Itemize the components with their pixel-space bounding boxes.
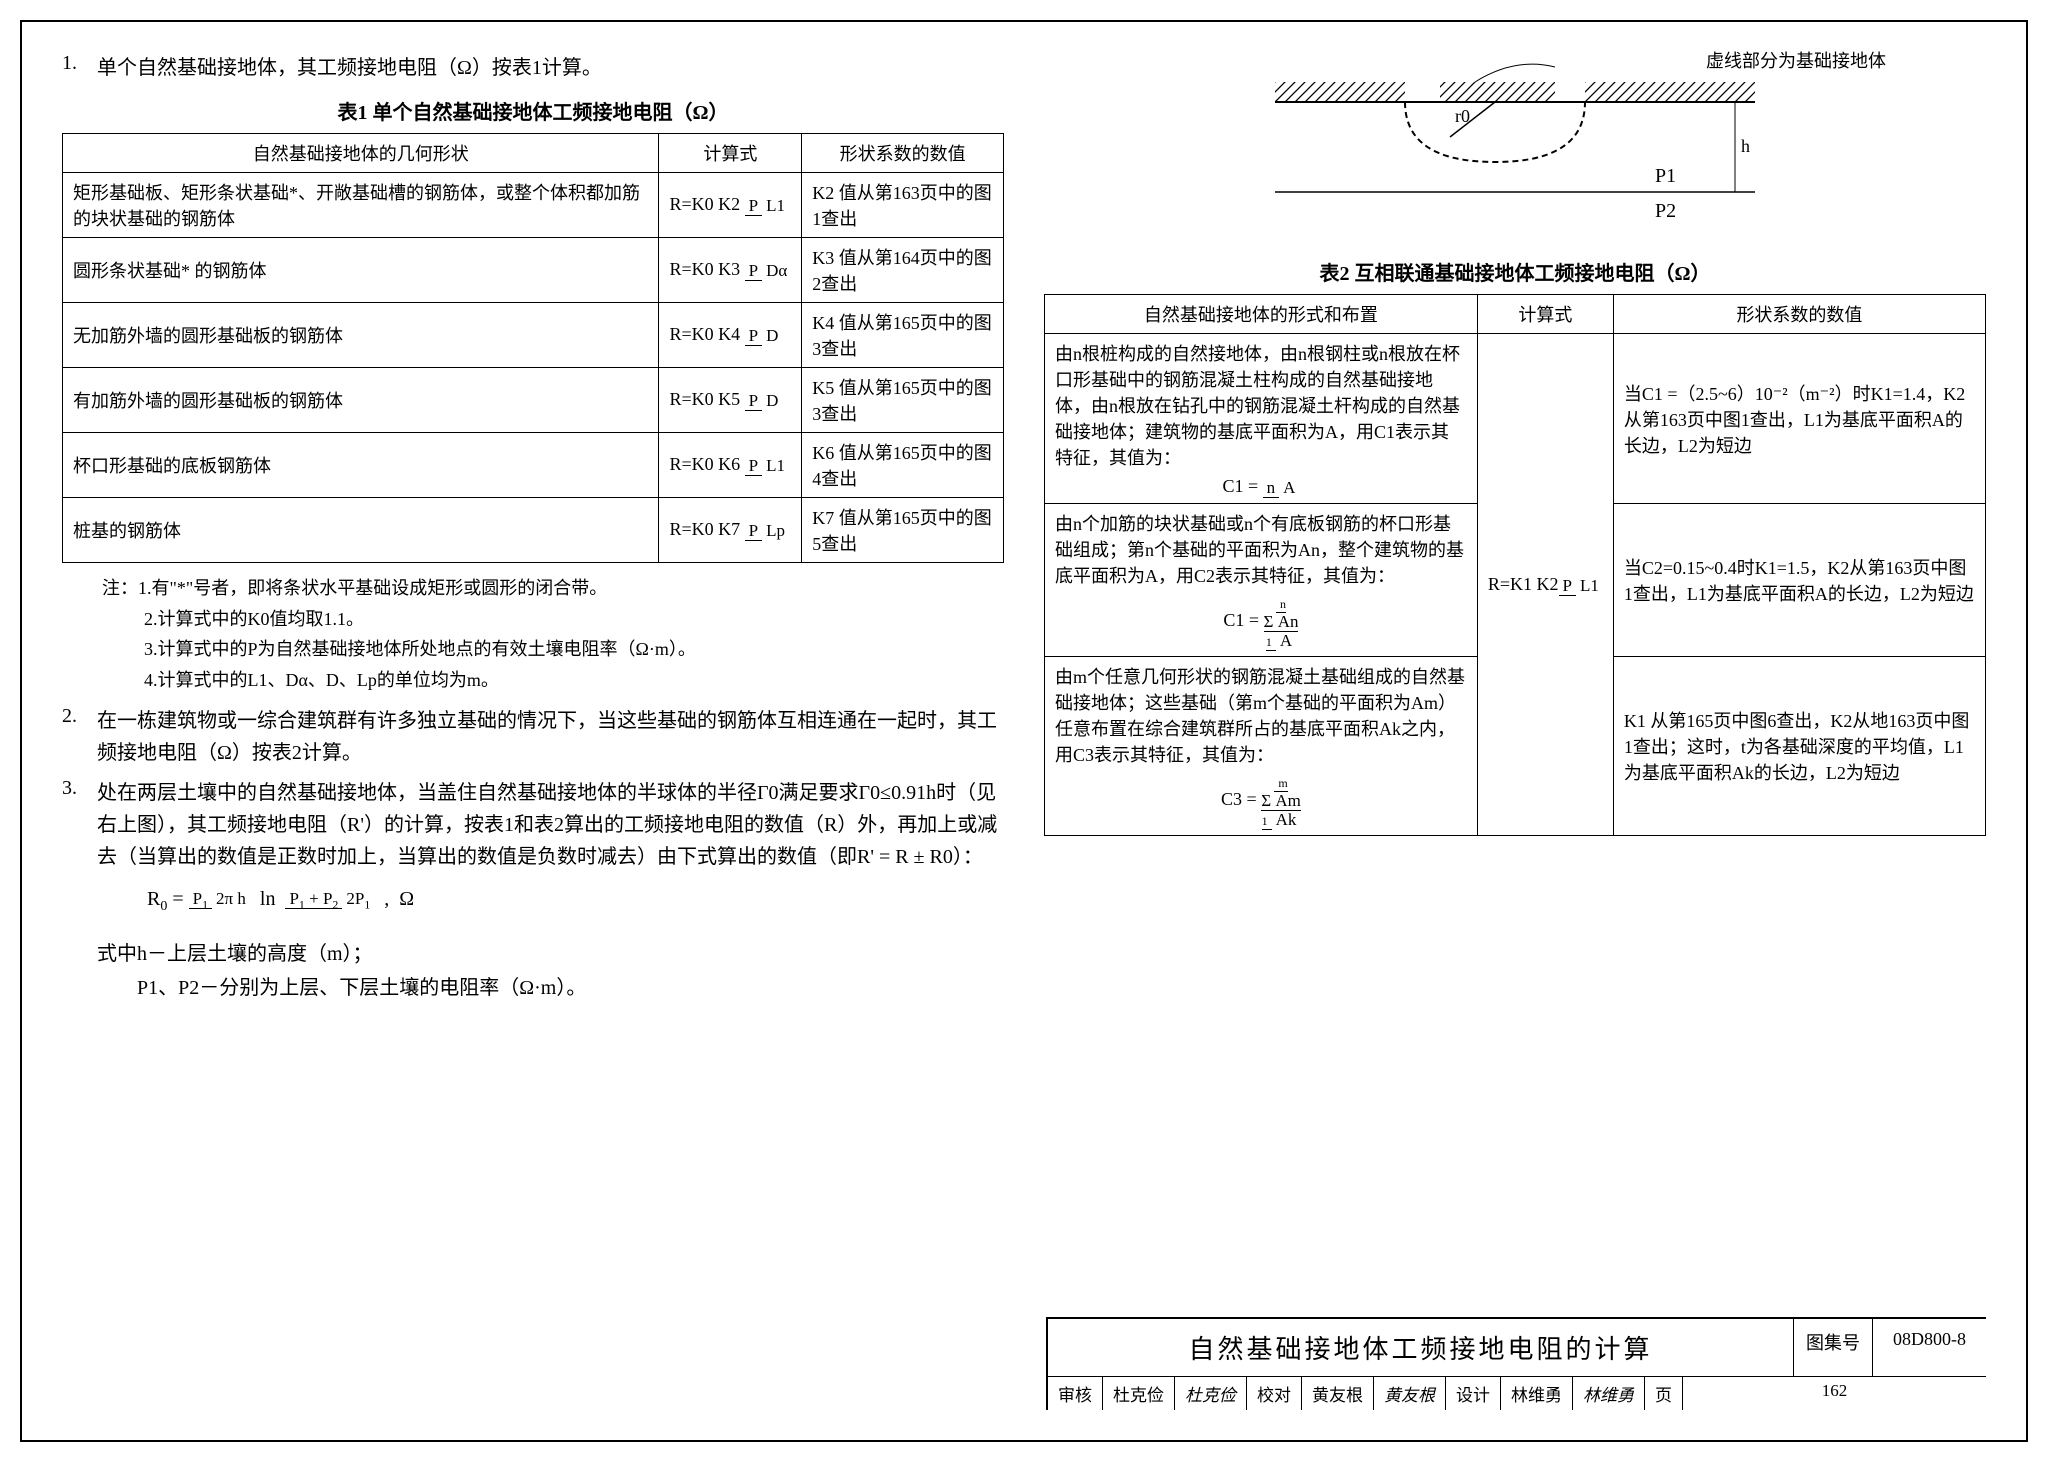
left-column: 1. 单个自然基础接地体，其工频接地电阻（Ω）按表1计算。 表1 单个自然基础接… — [62, 52, 1004, 1410]
design-signature: 林维勇 — [1573, 1377, 1645, 1410]
table2-header-row: 自然基础接地体的形式和布置 计算式 形状系数的数值 — [1045, 295, 1986, 334]
item-number: 3. — [62, 777, 97, 928]
diagram-h-label: h — [1741, 136, 1750, 156]
c-formula: C3 = mΣ Am1Ak — [1055, 773, 1467, 829]
item-text: 处在两层土壤中的自然基础接地体，当盖住自然基础接地体的半球体的半径Γ0满足要求Γ… — [97, 777, 1004, 928]
note-cell: K2 值从第163页中的图1查出 — [802, 173, 1004, 238]
page-number: 162 — [1683, 1377, 1986, 1410]
item-number: 1. — [62, 52, 97, 84]
soil-diagram: 虚线部分为基础接地体 r0 P1 P2 — [1044, 52, 1986, 237]
note-line: 4.计算式中的L1、Dα、D、Lp的单位均为m。 — [144, 665, 1004, 696]
drawing-title: 自然基础接地体工频接地电阻的计算 — [1048, 1319, 1794, 1376]
item-3: 3. 处在两层土壤中的自然基础接地体，当盖住自然基础接地体的半球体的半径Γ0满足… — [62, 777, 1004, 928]
item-1: 1. 单个自然基础接地体，其工频接地电阻（Ω）按表1计算。 — [62, 52, 1004, 84]
item3-line-h: 式中h－上层土壤的高度（m）； — [97, 937, 1004, 971]
diagram-caption: 虚线部分为基础接地体 — [1706, 47, 1886, 73]
table2-header: 形状系数的数值 — [1613, 295, 1985, 334]
desc-cell: 由n根桩构成的自然接地体，由n根钢柱或n根放在杯口形基础中的钢筋混凝土柱构成的自… — [1045, 334, 1478, 504]
review-name: 杜克俭 — [1103, 1377, 1175, 1410]
c-formula: C1 = nA — [1055, 476, 1467, 497]
r0-formula: R0 = P12π h ln P1 + P22P1 , Ω — [147, 883, 1004, 918]
note-cell: 当C1 =（2.5~6）10⁻²（m⁻²）时K1=1.4，K2从第163页中图1… — [1613, 334, 1985, 504]
table1-header: 自然基础接地体的几何形状 — [63, 134, 659, 173]
formula-cell: R=K0 K7 PLp — [659, 498, 802, 563]
note-cell: K5 值从第165页中的图3查出 — [802, 368, 1004, 433]
geom-cell: 有加筋外墙的圆形基础板的钢筋体 — [63, 368, 659, 433]
check-label: 校对 — [1247, 1377, 1302, 1410]
table1: 自然基础接地体的几何形状 计算式 形状系数的数值 矩形基础板、矩形条状基础*、开… — [62, 133, 1004, 563]
table1-header: 形状系数的数值 — [802, 134, 1004, 173]
title-block: 自然基础接地体工频接地电阻的计算 图集号 08D800-8 审核 杜克俭 杜克俭… — [1046, 1317, 1986, 1410]
table2-header: 计算式 — [1477, 295, 1613, 334]
table2-formula-cell: R=K1 K2PL1 — [1477, 334, 1613, 836]
check-signature: 黄友根 — [1374, 1377, 1446, 1410]
item-2: 2. 在一栋建筑物或一综合建筑群有许多独立基础的情况下，当这些基础的钢筋体互相连… — [62, 705, 1004, 769]
table-row: 圆形条状基础* 的钢筋体 R=K0 K3 PDα K3 值从第164页中的图2查… — [63, 238, 1004, 303]
content-columns: 1. 单个自然基础接地体，其工频接地电阻（Ω）按表1计算。 表1 单个自然基础接… — [62, 52, 1986, 1410]
note-cell: 当C2=0.15~0.4时K1=1.5，K2从第163页中图1查出，L1为基底平… — [1613, 504, 1985, 657]
table-row: 有加筋外墙的圆形基础板的钢筋体 R=K0 K5 PD K5 值从第165页中的图… — [63, 368, 1004, 433]
table2-header: 自然基础接地体的形式和布置 — [1045, 295, 1478, 334]
formula-cell: R=K0 K2 PL1 — [659, 173, 802, 238]
item-text: 在一栋建筑物或一综合建筑群有许多独立基础的情况下，当这些基础的钢筋体互相连通在一… — [97, 705, 1004, 769]
diagram-p1-label: P1 — [1655, 165, 1676, 187]
note-cell: K4 值从第165页中的图3查出 — [802, 303, 1004, 368]
formula-cell: R=K0 K5 PD — [659, 368, 802, 433]
note-cell: K3 值从第164页中的图2查出 — [802, 238, 1004, 303]
desc-cell: 由n个加筋的块状基础或n个有底板钢筋的杯口形基础组成；第n个基础的平面积为An，… — [1045, 504, 1478, 657]
table1-header-row: 自然基础接地体的几何形状 计算式 形状系数的数值 — [63, 134, 1004, 173]
note-line: 注：1.有"*"号者，即将条状水平基础设成矩形或圆形的闭合带。 — [102, 573, 1004, 604]
table-row: 桩基的钢筋体 R=K0 K7 PLp K7 值从第165页中的图5查出 — [63, 498, 1004, 563]
note-cell: K7 值从第165页中的图5查出 — [802, 498, 1004, 563]
diagram-r0-label: r0 — [1455, 106, 1470, 126]
geom-cell: 圆形条状基础* 的钢筋体 — [63, 238, 659, 303]
table-row: 杯口形基础的底板钢筋体 R=K0 K6 PL1 K6 值从第165页中的图4查出 — [63, 433, 1004, 498]
geom-cell: 杯口形基础的底板钢筋体 — [63, 433, 659, 498]
review-signature: 杜克俭 — [1175, 1377, 1247, 1410]
title-row-1: 自然基础接地体工频接地电阻的计算 图集号 08D800-8 — [1048, 1319, 1986, 1376]
check-name: 黄友根 — [1302, 1377, 1374, 1410]
table-row: 矩形基础板、矩形条状基础*、开敞基础槽的钢筋体，或整个体积都加筋的块状基础的钢筋… — [63, 173, 1004, 238]
diagram-svg: r0 P1 P2 h — [1255, 52, 1775, 232]
drawing-code: 图集号 08D800-8 — [1794, 1319, 1986, 1376]
formula-cell: R=K0 K3 PDα — [659, 238, 802, 303]
geom-cell: 无加筋外墙的圆形基础板的钢筋体 — [63, 303, 659, 368]
table1-title: 表1 单个自然基础接地体工频接地电阻（Ω） — [62, 96, 1004, 125]
page-frame: 1. 单个自然基础接地体，其工频接地电阻（Ω）按表1计算。 表1 单个自然基础接… — [20, 20, 2028, 1442]
title-row-2: 审核 杜克俭 杜克俭 校对 黄友根 黄友根 设计 林维勇 林维勇 页 162 — [1048, 1376, 1986, 1410]
c-formula: C1 = nΣ An1A — [1055, 594, 1467, 650]
right-column: 虚线部分为基础接地体 r0 P1 P2 — [1044, 52, 1986, 1410]
note-cell: K1 从第165页中图6查出，K2从地163页中图1查出；这时，t为各基础深度的… — [1613, 657, 1985, 836]
table1-header: 计算式 — [659, 134, 802, 173]
table-row: 无加筋外墙的圆形基础板的钢筋体 R=K0 K4 PD K4 值从第165页中的图… — [63, 303, 1004, 368]
review-label: 审核 — [1048, 1377, 1103, 1410]
item3-line-p: P1、P2－分别为上层、下层土壤的电阻率（Ω·m）。 — [137, 971, 1004, 1005]
table2: 自然基础接地体的形式和布置 计算式 形状系数的数值 由n根桩构成的自然接地体，由… — [1044, 294, 1986, 836]
note-cell: K6 值从第165页中的图4查出 — [802, 433, 1004, 498]
design-label: 设计 — [1446, 1377, 1501, 1410]
diagram-p2-label: P2 — [1655, 200, 1676, 222]
formula-cell: R=K0 K6 PL1 — [659, 433, 802, 498]
geom-cell: 矩形基础板、矩形条状基础*、开敞基础槽的钢筋体，或整个体积都加筋的块状基础的钢筋… — [63, 173, 659, 238]
design-name: 林维勇 — [1501, 1377, 1573, 1410]
desc-cell: 由m个任意几何形状的钢筋混凝土基础组成的自然基础接地体；这些基础（第m个基础的平… — [1045, 657, 1478, 836]
note-line: 2.计算式中的K0值均取1.1。 — [144, 604, 1004, 635]
item-text: 单个自然基础接地体，其工频接地电阻（Ω）按表1计算。 — [97, 52, 1004, 84]
table2-title: 表2 互相联通基础接地体工频接地电阻（Ω） — [1044, 257, 1986, 286]
code-value: 08D800-8 — [1873, 1319, 1986, 1376]
page-label: 页 — [1645, 1377, 1683, 1410]
item-number: 2. — [62, 705, 97, 769]
code-label: 图集号 — [1794, 1319, 1873, 1376]
note-line: 3.计算式中的P为自然基础接地体所处地点的有效土壤电阻率（Ω·m）。 — [144, 634, 1004, 665]
table-row: 由n根桩构成的自然接地体，由n根钢柱或n根放在杯口形基础中的钢筋混凝土柱构成的自… — [1045, 334, 1986, 504]
formula-cell: R=K0 K4 PD — [659, 303, 802, 368]
geom-cell: 桩基的钢筋体 — [63, 498, 659, 563]
table1-notes: 注：1.有"*"号者，即将条状水平基础设成矩形或圆形的闭合带。 2.计算式中的K… — [102, 573, 1004, 695]
